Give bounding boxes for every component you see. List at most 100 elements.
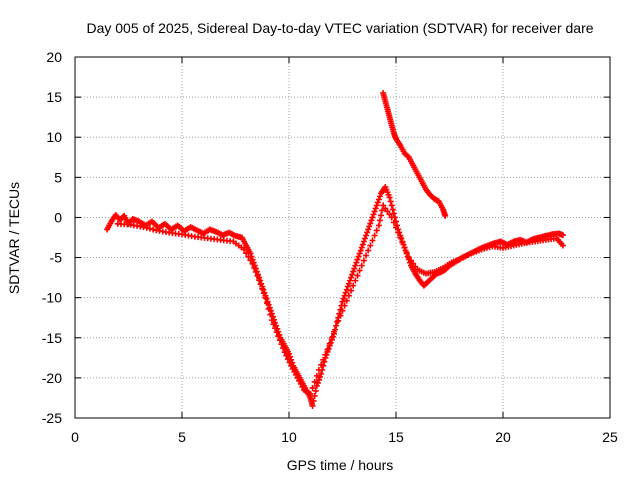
data-point-marker	[367, 220, 374, 227]
data-point-marker	[363, 252, 370, 259]
data-point-marker	[140, 224, 147, 231]
x-tick-label: 5	[178, 429, 186, 445]
data-point-marker	[278, 341, 285, 348]
data-point-marker	[388, 214, 395, 221]
y-tick-label: -25	[42, 410, 62, 426]
y-tick-label: 10	[46, 129, 62, 145]
data-point-marker	[259, 285, 266, 292]
data-point-marker	[150, 226, 157, 233]
data-point-marker	[389, 206, 396, 213]
data-point-marker	[386, 211, 393, 218]
data-point-marker	[337, 312, 344, 319]
data-point-marker	[372, 205, 379, 212]
data-point-marker	[390, 210, 397, 217]
data-point-marker	[405, 254, 412, 261]
data-point-marker	[398, 235, 405, 242]
data-point-marker	[375, 222, 382, 229]
data-point-marker	[375, 196, 382, 203]
data-point-marker	[366, 223, 373, 230]
data-point-marker	[368, 217, 375, 224]
data-point-marker	[318, 370, 325, 377]
data-point-marker	[350, 268, 357, 275]
data-point-marker	[311, 378, 318, 385]
data-point-marker	[281, 349, 288, 356]
data-point-marker	[322, 351, 329, 358]
data-point-marker	[296, 377, 303, 384]
data-point-marker	[318, 361, 325, 368]
data-point-marker	[559, 242, 566, 249]
data-point-marker	[355, 253, 362, 260]
data-point-marker	[334, 318, 341, 325]
x-tick-label: 10	[281, 429, 297, 445]
x-tick-label: 0	[71, 429, 79, 445]
data-point-marker	[384, 208, 391, 215]
data-point-marker	[326, 340, 333, 347]
y-tick-label: 5	[54, 169, 62, 185]
data-point-marker	[252, 268, 259, 275]
data-point-marker	[356, 267, 363, 274]
data-point-marker	[254, 273, 261, 280]
data-point-marker	[351, 265, 358, 272]
data-point-marker	[249, 260, 256, 267]
labels-layer: 0 5 10 15 20 25 -25 -20 -15 -10 -5 0 5 10 15 20	[42, 49, 618, 445]
data-point-marker	[404, 253, 411, 260]
data-point-marker	[327, 339, 334, 346]
data-point-marker	[442, 212, 449, 219]
data-point-marker	[404, 153, 411, 160]
data-point-marker	[313, 382, 320, 389]
data-point-marker	[289, 365, 296, 372]
data-point-marker	[324, 346, 331, 353]
data-point-marker	[346, 277, 353, 284]
data-point-marker	[243, 250, 250, 257]
data-point-marker	[369, 237, 376, 244]
data-point-marker	[143, 224, 150, 231]
data-point-marker	[275, 333, 282, 340]
data-point-marker	[388, 202, 395, 209]
data-point-marker	[354, 256, 361, 263]
data-point-marker	[376, 217, 383, 224]
data-point-marker	[348, 274, 355, 281]
data-point-marker	[339, 307, 346, 314]
x-axis-title: GPS time / hours	[287, 457, 394, 473]
data-point-marker	[373, 227, 380, 234]
data-point-marker	[382, 205, 389, 212]
data-point-marker	[272, 325, 279, 332]
data-point-marker	[407, 257, 414, 264]
data-point-marker	[393, 224, 399, 231]
data-point-marker	[325, 345, 332, 352]
data-point-marker	[354, 272, 361, 279]
data-point-marker	[374, 199, 381, 206]
data-point-marker	[256, 277, 263, 284]
data-point-marker	[343, 286, 350, 293]
data-point-marker	[311, 392, 318, 399]
data-point-marker	[310, 397, 317, 404]
data-point-marker	[342, 289, 349, 296]
data-point-marker	[317, 373, 324, 380]
data-point-marker	[373, 202, 380, 209]
data-point-marker	[146, 225, 153, 232]
data-point-marker	[284, 356, 291, 363]
data-point-marker	[294, 374, 301, 381]
plot-frame	[74, 56, 611, 419]
data-point-marker	[352, 277, 359, 284]
data-point-marker	[292, 371, 299, 378]
data-point-marker	[370, 211, 377, 218]
data-point-marker	[390, 219, 397, 226]
data-point-marker	[283, 352, 290, 359]
ticks-layer	[74, 56, 611, 419]
data-point-marker	[365, 247, 372, 254]
x-tick-label: 25	[602, 429, 618, 445]
data-point-marker	[410, 260, 417, 267]
data-point-marker	[262, 294, 269, 301]
x-tick-label: 15	[388, 429, 404, 445]
data-point-marker	[268, 317, 275, 324]
y-tick-label: -15	[42, 330, 62, 346]
data-point-marker	[364, 229, 371, 236]
data-point-marker	[357, 247, 364, 254]
data-point-marker	[299, 383, 306, 390]
chart-title: Day 005 of 2025, Sidereal Day-to-day VTE…	[86, 20, 593, 36]
grid-layer	[75, 57, 610, 418]
data-point-marker	[330, 328, 337, 335]
